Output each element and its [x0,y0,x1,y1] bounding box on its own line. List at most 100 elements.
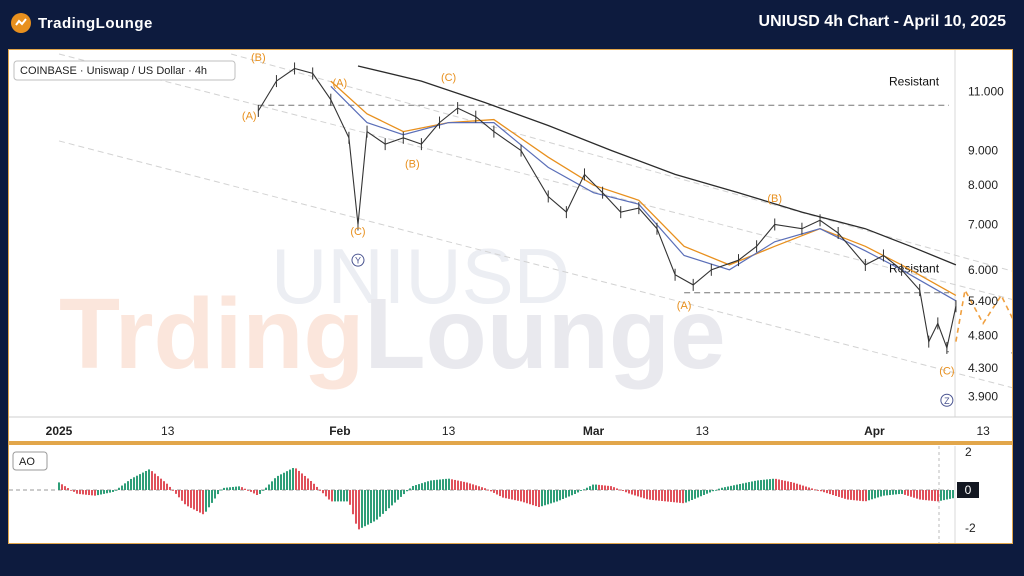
price-pane[interactable]: Resistant Resistant 4.541 (B) (A) (A) (C) (B) (C… [9,50,1024,445]
ao-bar [817,490,819,491]
ao-bar [862,490,864,502]
ao-bar [895,490,897,495]
ao-bar [907,490,909,496]
chart-canvas[interactable]: UNIUSD TrdingLounge Resistant Resistant 4.… [9,50,1024,543]
ao-bar [100,490,102,495]
price-tick-label: 5.400 [968,294,998,308]
ao-bar [70,489,72,491]
ao-bar [703,490,705,495]
ao-bar [73,490,75,492]
ao-bar [466,482,468,490]
ao-bar [637,490,639,497]
ao-bar [505,490,507,499]
circled-wave-label-0: Y [355,256,361,266]
ao-bar [829,490,831,495]
ao-bar [256,490,258,496]
ao-bar [115,489,117,491]
ao-bar [799,484,801,490]
ao-bar [442,479,444,490]
ao-bar [889,490,891,496]
ao-bar [694,490,696,499]
channel-line-1 [58,140,1024,392]
ao-bar [307,478,309,490]
ao-bar [691,490,693,501]
ao-bar [67,488,69,490]
price-tick-label: 4.800 [968,328,998,342]
ao-bar [586,487,588,490]
ao-bar [919,490,921,500]
ao-bar [157,476,159,490]
ao-bar [316,486,318,490]
ao-bar [700,490,702,497]
ao-bar [271,481,273,490]
ao-bar [754,480,756,490]
ao-bar [844,490,846,499]
ao-bar [766,479,768,490]
ao-bar [511,490,513,500]
symbol-legend: COINBASE · Uniswap / US Dollar · 4h [13,60,236,81]
ao-bar [922,490,924,500]
ao-bar [622,490,624,491]
ao-current-value-badge [957,482,979,498]
ao-bar [724,487,726,490]
ao-bar [79,490,81,495]
ao-bar [148,469,150,490]
ao-bar [883,490,885,496]
ao-pane[interactable]: 2 0 -2 [9,445,979,543]
ao-bar [202,490,204,515]
ao-bar [577,490,579,493]
ao-bar [877,490,879,498]
ao-bar [97,490,99,496]
ao-bar [913,490,915,498]
ao-bar [208,490,210,508]
ao-bar [847,490,849,500]
ao-bar [652,490,654,501]
ao-bar [223,487,225,490]
ao-bar [385,490,387,512]
ao-bar [535,490,537,507]
ao-bar [541,490,543,507]
ao-bar [853,490,855,501]
ao-bar [175,490,177,494]
pane-divider [9,441,1012,445]
ao-bar [136,475,138,490]
resistant-label: Resistant [889,74,940,88]
ao-bar [172,490,174,491]
ao-bar [532,490,534,506]
price-tick-label: 6.000 [968,263,998,277]
ao-bar [496,490,498,495]
ao-bar [238,486,240,490]
ao-bar [568,490,570,497]
ao-bar [436,479,438,490]
wave-label-5: (C) [350,226,365,238]
ao-bar [226,487,228,490]
ao-bar [427,481,429,490]
brand-name: TradingLounge [38,14,153,32]
wave-label-7: (A) [677,300,692,312]
ao-bar [229,487,231,490]
ao-bar [58,482,60,490]
ao-legend: AO [12,451,48,471]
ao-bar [457,480,459,490]
ao-bar [946,490,948,500]
ao-bar [118,487,120,490]
ao-bar [793,482,795,490]
ao-bar [679,490,681,503]
ao-bar [589,486,591,490]
ao-bar [376,490,378,520]
ao-bar [688,490,690,502]
ao-bar [91,490,93,496]
ao-bar [331,490,333,502]
ao-bar [730,485,732,490]
wave-label-3: (C) [441,72,456,84]
ao-bar [751,481,753,490]
ao-bar [781,480,783,490]
ao-bar [733,485,735,490]
ao-bar [283,472,285,490]
circled-wave-marker-0 [351,253,365,267]
ao-bar [292,468,294,490]
ao-bar [685,490,687,503]
ao-bar [310,480,312,490]
ao-bar [373,490,375,522]
ao-bar [928,490,930,501]
